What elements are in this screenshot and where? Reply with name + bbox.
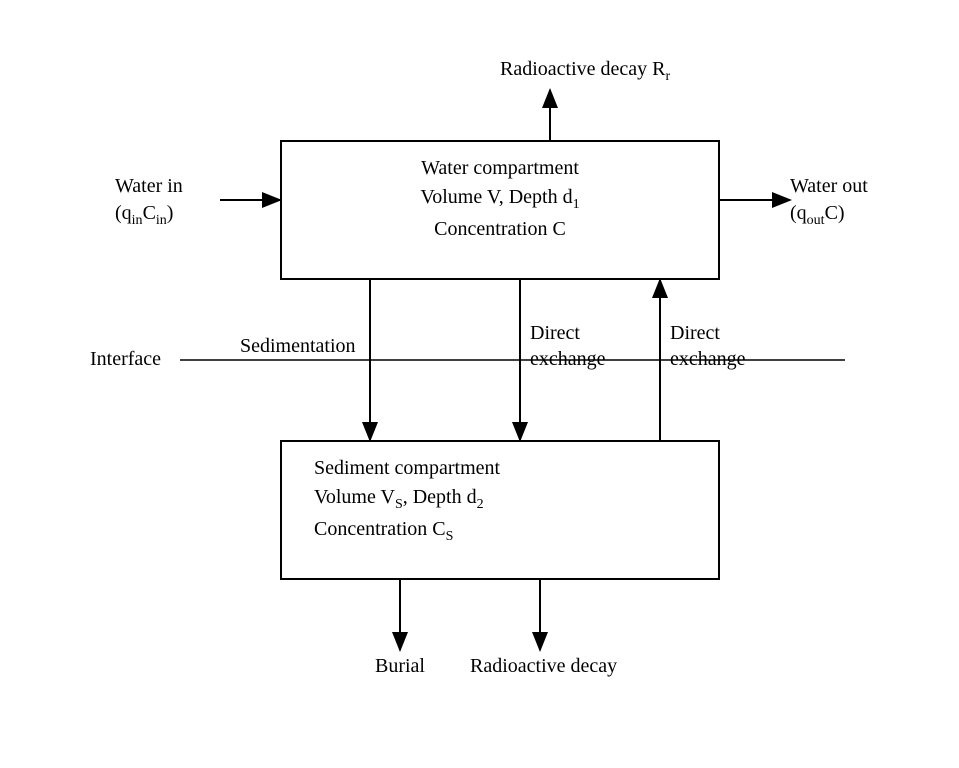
water-in-paren: (qinCin) (115, 202, 173, 229)
water-line2-sub: 1 (573, 197, 580, 212)
water-in-label: Water in (115, 175, 183, 198)
radioactive-decay-top-label: Radioactive decay Rr (500, 58, 670, 85)
direct-exchange-down-label1: Direct (530, 322, 580, 345)
sediment-line3-sub: S (446, 529, 454, 544)
sediment-compartment-content: Sediment compartment Volume VS, Depth d2… (282, 442, 718, 560)
water-in-paren-a: (q (115, 202, 132, 224)
water-in-paren-sub1: in (132, 213, 143, 228)
water-line3: Concentration C (300, 215, 700, 244)
water-title: Water compartment (300, 154, 700, 183)
water-compartment-content: Water compartment Volume V, Depth d1 Con… (282, 142, 718, 256)
radioactive-decay-top-sub: r (666, 69, 671, 84)
water-line2-text: Volume V, Depth d (420, 186, 572, 208)
water-in-paren-c: ) (167, 202, 174, 224)
sediment-compartment-box: Sediment compartment Volume VS, Depth d2… (280, 440, 720, 580)
sediment-line2-sub1: S (395, 497, 403, 512)
radioactive-decay-bottom-label: Radioactive decay (470, 655, 617, 678)
direct-exchange-up-label2: exchange (670, 348, 746, 371)
water-out-paren-b: C) (825, 202, 845, 224)
arrows-overlay (0, 0, 959, 768)
water-in-paren-sub2: in (156, 213, 167, 228)
sediment-line3: Concentration CS (314, 515, 700, 547)
water-out-paren-sub1: out (807, 213, 825, 228)
radioactive-decay-top-text: Radioactive decay R (500, 58, 666, 80)
sediment-line2-a: Volume V (314, 486, 395, 508)
sediment-line2: Volume VS, Depth d2 (314, 483, 700, 515)
water-compartment-box: Water compartment Volume V, Depth d1 Con… (280, 140, 720, 280)
sediment-line2-b: , Depth d (403, 486, 477, 508)
water-in-paren-b: C (143, 202, 156, 224)
water-out-label: Water out (790, 175, 868, 198)
sediment-line2-sub2: 2 (477, 497, 484, 512)
sediment-line3-a: Concentration C (314, 518, 446, 540)
water-out-paren: (qoutC) (790, 202, 845, 229)
interface-label: Interface (90, 348, 161, 371)
water-out-paren-a: (q (790, 202, 807, 224)
sedimentation-label: Sedimentation (240, 335, 356, 358)
water-line2: Volume V, Depth d1 (300, 183, 700, 215)
direct-exchange-down-label2: exchange (530, 348, 606, 371)
sediment-title: Sediment compartment (314, 454, 700, 483)
burial-label: Burial (375, 655, 425, 678)
diagram-root: Water compartment Volume V, Depth d1 Con… (0, 0, 959, 768)
direct-exchange-up-label1: Direct (670, 322, 720, 345)
